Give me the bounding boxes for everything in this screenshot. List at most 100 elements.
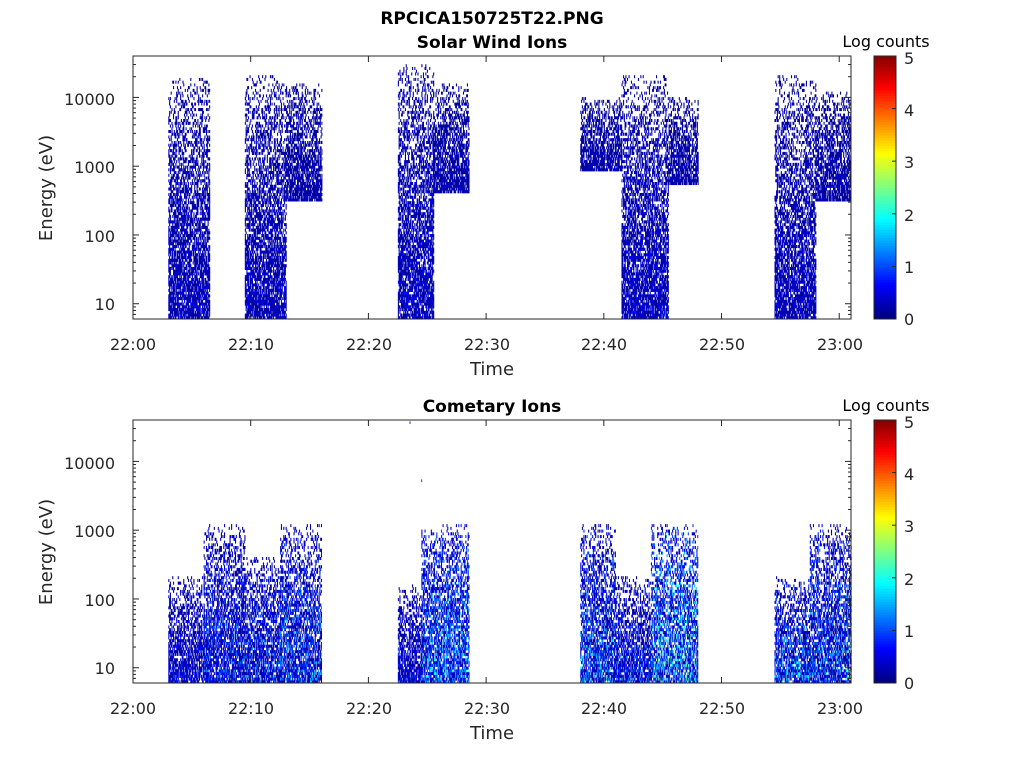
spectrogram-cell (177, 275, 178, 278)
spectrogram-cell (183, 237, 184, 240)
spectrogram-cell (168, 152, 169, 155)
spectrogram-cell (263, 174, 264, 177)
spectrogram-cell (278, 97, 279, 100)
spectrogram-cell (180, 108, 181, 111)
spectrogram-cell (246, 283, 247, 286)
spectrogram-cell (199, 253, 200, 256)
spectrogram-cell (283, 251, 284, 254)
spectrogram-cell (271, 168, 272, 171)
spectrogram-cell (246, 92, 247, 95)
spectrogram-cell (283, 83, 284, 86)
spectrogram-cell (180, 146, 181, 149)
spectrogram-cell (209, 286, 210, 289)
spectrogram-cell (269, 212, 270, 215)
spectrogram-cell (250, 166, 251, 169)
spectrogram-cell (277, 253, 278, 256)
spectrogram-cell (246, 124, 247, 127)
spectrogram-cell (282, 188, 283, 191)
spectrogram-cell (277, 294, 278, 297)
spectrogram-cell (280, 240, 281, 243)
spectrogram-cell (179, 289, 180, 292)
spectrogram-cell (253, 237, 254, 240)
spectrogram-cell (281, 215, 282, 218)
spectrogram-cell (179, 141, 180, 144)
spectrogram-cell (208, 163, 209, 166)
spectrogram-cell (281, 201, 282, 204)
spectrogram-cell (286, 294, 287, 297)
spectrogram-cell (195, 190, 196, 193)
spectrogram-cell (278, 174, 279, 177)
spectrogram-cell (252, 157, 253, 160)
spectrogram-cell (264, 138, 265, 141)
spectrogram-cell (193, 124, 194, 127)
spectrogram-cell (271, 242, 272, 245)
spectrogram-cell (280, 193, 281, 196)
spectrogram-cell (253, 218, 254, 221)
spectrogram-cell (209, 166, 210, 169)
spectrogram-cell (193, 144, 194, 147)
spectrogram-cell (247, 182, 248, 185)
spectrogram-cell (259, 114, 260, 117)
spectrogram-cell (168, 231, 169, 234)
spectrogram-cell (200, 283, 201, 286)
spectrogram-cell (209, 105, 210, 108)
spectrogram-cell (208, 229, 209, 232)
spectrogram-cell (189, 155, 190, 158)
spectrogram-cell (247, 209, 248, 212)
spectrogram-cell (254, 149, 255, 152)
spectrogram-cell (197, 188, 198, 191)
spectrogram-cell (253, 204, 254, 207)
spectrogram-cell (200, 182, 201, 185)
spectrogram-cell (257, 294, 258, 297)
spectrogram-cell (175, 229, 176, 232)
spectrogram-cell (257, 261, 258, 264)
spectrogram-cell (190, 92, 191, 95)
spectrogram-cell (190, 182, 191, 185)
spectrogram-cell (178, 89, 179, 92)
spectrogram-cell (179, 188, 180, 191)
spectrogram-cell (262, 138, 263, 141)
spectrogram-cell (175, 297, 176, 300)
spectrogram-cell (272, 185, 273, 188)
spectrogram-cell (262, 171, 263, 174)
spectrogram-cell (209, 188, 210, 191)
spectrogram-cell (186, 185, 187, 188)
spectrogram-cell (265, 190, 266, 193)
spectrogram-cell (285, 155, 286, 158)
spectrogram-cell (255, 190, 256, 193)
spectrogram-cell (198, 135, 199, 138)
spectrogram-cell (194, 185, 195, 188)
spectrogram-cell (258, 75, 259, 78)
spectrogram-cell (197, 226, 198, 229)
spectrogram-cell (198, 251, 199, 254)
spectrogram-cell (264, 86, 265, 89)
spectrogram-cell (250, 119, 251, 122)
spectrogram-cell (189, 245, 190, 248)
spectrogram-cell (251, 209, 252, 212)
spectrogram-cell (280, 281, 281, 284)
spectrogram-cell (253, 174, 254, 177)
spectrogram-cell (197, 253, 198, 256)
spectrogram-cell (248, 116, 249, 119)
spectrogram-cell (184, 138, 185, 141)
spectrogram-cell (205, 92, 206, 95)
spectrogram-cell (170, 144, 171, 147)
spectrogram-cell (174, 108, 175, 111)
spectrogram-cell (193, 261, 194, 264)
spectrogram-cell (200, 237, 201, 240)
spectrogram-cell (258, 174, 259, 177)
spectrogram-cell (272, 256, 273, 259)
spectrogram-cell (205, 171, 206, 174)
spectrogram-cell (260, 168, 261, 171)
spectrogram-cell (189, 207, 190, 210)
spectrogram-cell (208, 185, 209, 188)
spectrogram-cell (250, 251, 251, 254)
spectrogram-cell (268, 229, 269, 232)
spectrogram-cell (204, 171, 205, 174)
spectrogram-cell (181, 177, 182, 180)
spectrogram-cell (183, 130, 184, 133)
spectrogram-cell (285, 218, 286, 221)
spectrogram-cell (170, 130, 171, 133)
spectrogram-cell (168, 193, 169, 196)
